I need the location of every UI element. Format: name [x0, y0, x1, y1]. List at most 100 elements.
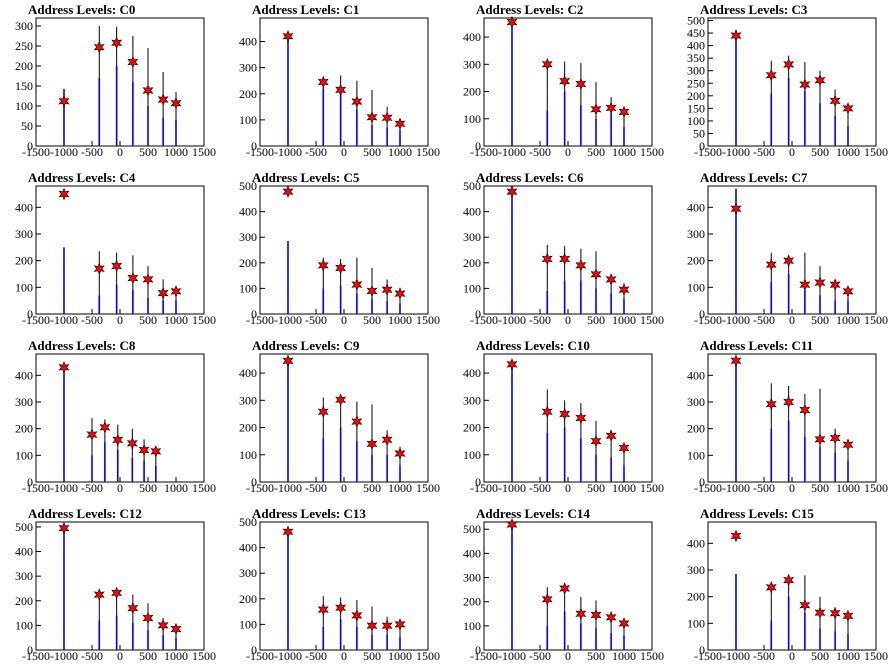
- peak-marker: [559, 252, 571, 266]
- x-tick-label: -1500: [22, 481, 50, 495]
- x-tick-label: 1500: [864, 649, 888, 663]
- x-tick-label: 1500: [864, 481, 888, 495]
- y-tick-label: 400: [463, 205, 481, 219]
- x-tick-label: -1000: [50, 145, 78, 159]
- y-tick-label: 300: [463, 230, 481, 244]
- peak-marker: [605, 429, 617, 442]
- y-tick-label: 250: [687, 76, 705, 90]
- x-tick-label: -1500: [470, 649, 498, 663]
- chart-title: Address Levels: C3: [700, 2, 808, 17]
- chart-panel: Address Levels: C14 0 100 200 300 400 500 -1500…: [463, 506, 664, 663]
- peak-marker: [366, 111, 378, 124]
- peak-marker: [366, 284, 378, 298]
- chart-title: Address Levels: C9: [252, 338, 360, 353]
- x-tick-label: 1500: [416, 649, 440, 663]
- chart-panel: Address Levels: C15 0 100 200 300 400 -1500 -10…: [687, 506, 888, 663]
- x-tick-label: 1000: [612, 481, 636, 495]
- x-tick-label: -1500: [470, 313, 498, 327]
- y-tick-label: 100: [15, 99, 33, 113]
- peak-marker: [842, 284, 854, 298]
- x-tick-label: 1000: [164, 481, 188, 495]
- plot-frame: [35, 353, 205, 483]
- peak-marker: [814, 73, 826, 87]
- x-tick-label: 1000: [836, 649, 860, 663]
- y-tick-label: 0: [475, 307, 481, 321]
- y-tick-label: 200: [239, 421, 257, 435]
- x-tick-label: -500: [305, 145, 327, 159]
- peak-marker: [394, 447, 406, 460]
- y-tick-label: 0: [475, 139, 481, 153]
- peak-marker: [112, 433, 124, 447]
- x-tick-label: 1500: [192, 649, 216, 663]
- x-tick-label: -1500: [470, 145, 498, 159]
- peak-marker: [93, 262, 105, 276]
- x-tick-label: -1500: [22, 145, 50, 159]
- peak-marker: [335, 601, 347, 615]
- chart-title: Address Levels: C12: [28, 506, 142, 521]
- x-tick-label: 1000: [612, 145, 636, 159]
- y-tick-label: 500: [687, 14, 705, 28]
- x-tick-label: 500: [587, 649, 605, 663]
- peak-marker: [765, 68, 777, 82]
- y-tick-label: 300: [15, 395, 33, 409]
- x-tick-label: 1500: [640, 481, 664, 495]
- y-tick-label: 200: [15, 254, 33, 268]
- peak-marker: [842, 438, 854, 452]
- peak-marker: [335, 261, 347, 275]
- y-tick-label: 400: [687, 536, 705, 550]
- plot-frame: [259, 353, 429, 483]
- peak-marker: [282, 525, 294, 538]
- chart-panel: Address Levels: C8 0 100 200 300 400 -1500 -100…: [15, 338, 216, 495]
- x-tick-label: 0: [789, 649, 795, 663]
- x-tick-label: 1500: [192, 481, 216, 495]
- peak-marker: [93, 40, 105, 54]
- x-tick-label: 500: [587, 313, 605, 327]
- peak-marker: [590, 102, 602, 116]
- y-tick-label: 400: [687, 39, 705, 53]
- x-tick-label: 1500: [640, 313, 664, 327]
- x-tick-label: 0: [565, 481, 571, 495]
- peak-marker: [351, 278, 363, 291]
- x-tick-label: -500: [753, 481, 775, 495]
- peak-marker: [506, 185, 518, 198]
- plot-frame: [483, 353, 653, 483]
- chart-title: Address Levels: C0: [28, 2, 135, 17]
- x-tick-label: 1500: [864, 145, 888, 159]
- y-tick-label: 300: [239, 566, 257, 580]
- y-tick-label: 100: [463, 281, 481, 295]
- x-tick-label: -1000: [498, 145, 526, 159]
- peak-marker: [541, 405, 553, 418]
- peak-marker: [559, 74, 571, 88]
- y-tick-label: 0: [699, 139, 705, 153]
- chart-panel: Address Levels: C2 0 100 200 300 400 -1500 -100…: [463, 2, 664, 159]
- peak-marker: [541, 593, 553, 606]
- x-tick-label: -500: [305, 649, 327, 663]
- y-tick-label: 150: [15, 79, 33, 93]
- y-tick-label: 350: [687, 51, 705, 65]
- y-tick-label: 400: [463, 366, 481, 380]
- peak-marker: [605, 273, 617, 286]
- x-tick-label: 500: [139, 481, 157, 495]
- peak-marker: [814, 606, 826, 620]
- y-tick-label: 300: [239, 61, 257, 75]
- peak-marker: [575, 607, 587, 621]
- peak-marker: [842, 609, 854, 623]
- peak-marker: [506, 357, 518, 371]
- peak-marker: [366, 437, 378, 451]
- y-tick-label: 400: [239, 35, 257, 49]
- y-tick-label: 500: [239, 515, 257, 529]
- y-tick-label: 250: [15, 39, 33, 53]
- x-tick-label: 0: [565, 313, 571, 327]
- x-tick-label: 500: [363, 481, 381, 495]
- x-tick-label: 500: [363, 649, 381, 663]
- peak-marker: [170, 96, 182, 110]
- x-tick-label: -1500: [246, 649, 274, 663]
- y-tick-label: 200: [463, 256, 481, 270]
- y-tick-label: 400: [239, 205, 257, 219]
- y-tick-label: 0: [699, 307, 705, 321]
- y-tick-label: 300: [687, 395, 705, 409]
- peak-marker: [86, 428, 98, 441]
- peak-marker: [381, 619, 393, 633]
- x-tick-label: -1000: [498, 313, 526, 327]
- x-tick-label: -500: [305, 313, 327, 327]
